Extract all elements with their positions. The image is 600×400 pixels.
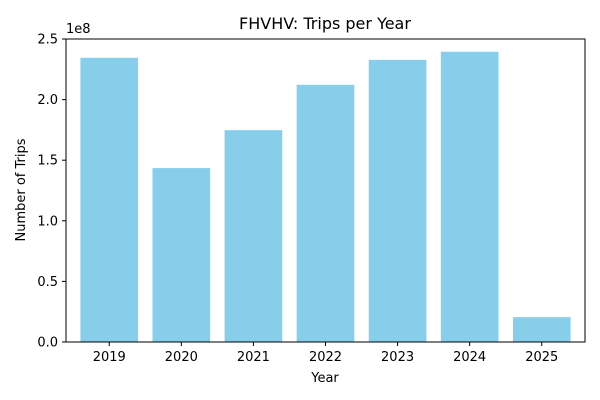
x-axis-label: Year	[310, 371, 339, 386]
y-tick-label: 0.5	[37, 275, 58, 290]
y-tick-label: 2.5	[37, 33, 58, 48]
x-tick-label: 2025	[525, 350, 558, 365]
x-tick-label: 2021	[237, 350, 270, 365]
axes-group: 2019 2020 2021 2022 2023 2024 2025 0.0 0.5 1.0 1.5…	[37, 33, 586, 365]
bar-2019	[80, 57, 139, 342]
bar-2021	[224, 130, 283, 342]
bar-2023	[368, 59, 427, 342]
bar-2025	[512, 317, 571, 342]
y-tick-label: 2.0	[37, 93, 58, 108]
bar-2024	[440, 51, 499, 342]
y-tick-label: 0.0	[37, 336, 58, 351]
chart-title: FHVHV: Trips per Year	[239, 14, 411, 33]
x-tick-label: 2019	[93, 350, 126, 365]
y-axis-label: Number of Trips	[14, 138, 29, 241]
x-tick-label: 2022	[309, 350, 342, 365]
bar-2020	[152, 168, 211, 342]
y-tick-label: 1.5	[37, 154, 58, 169]
x-tick-label: 2024	[453, 350, 486, 365]
x-tick-label: 2023	[381, 350, 414, 365]
bar-2022	[296, 84, 355, 342]
x-tick-label: 2020	[165, 350, 198, 365]
y-tick-label: 1.0	[37, 214, 58, 229]
bars-group	[80, 51, 571, 342]
y-offset-label: 1e8	[66, 22, 91, 37]
